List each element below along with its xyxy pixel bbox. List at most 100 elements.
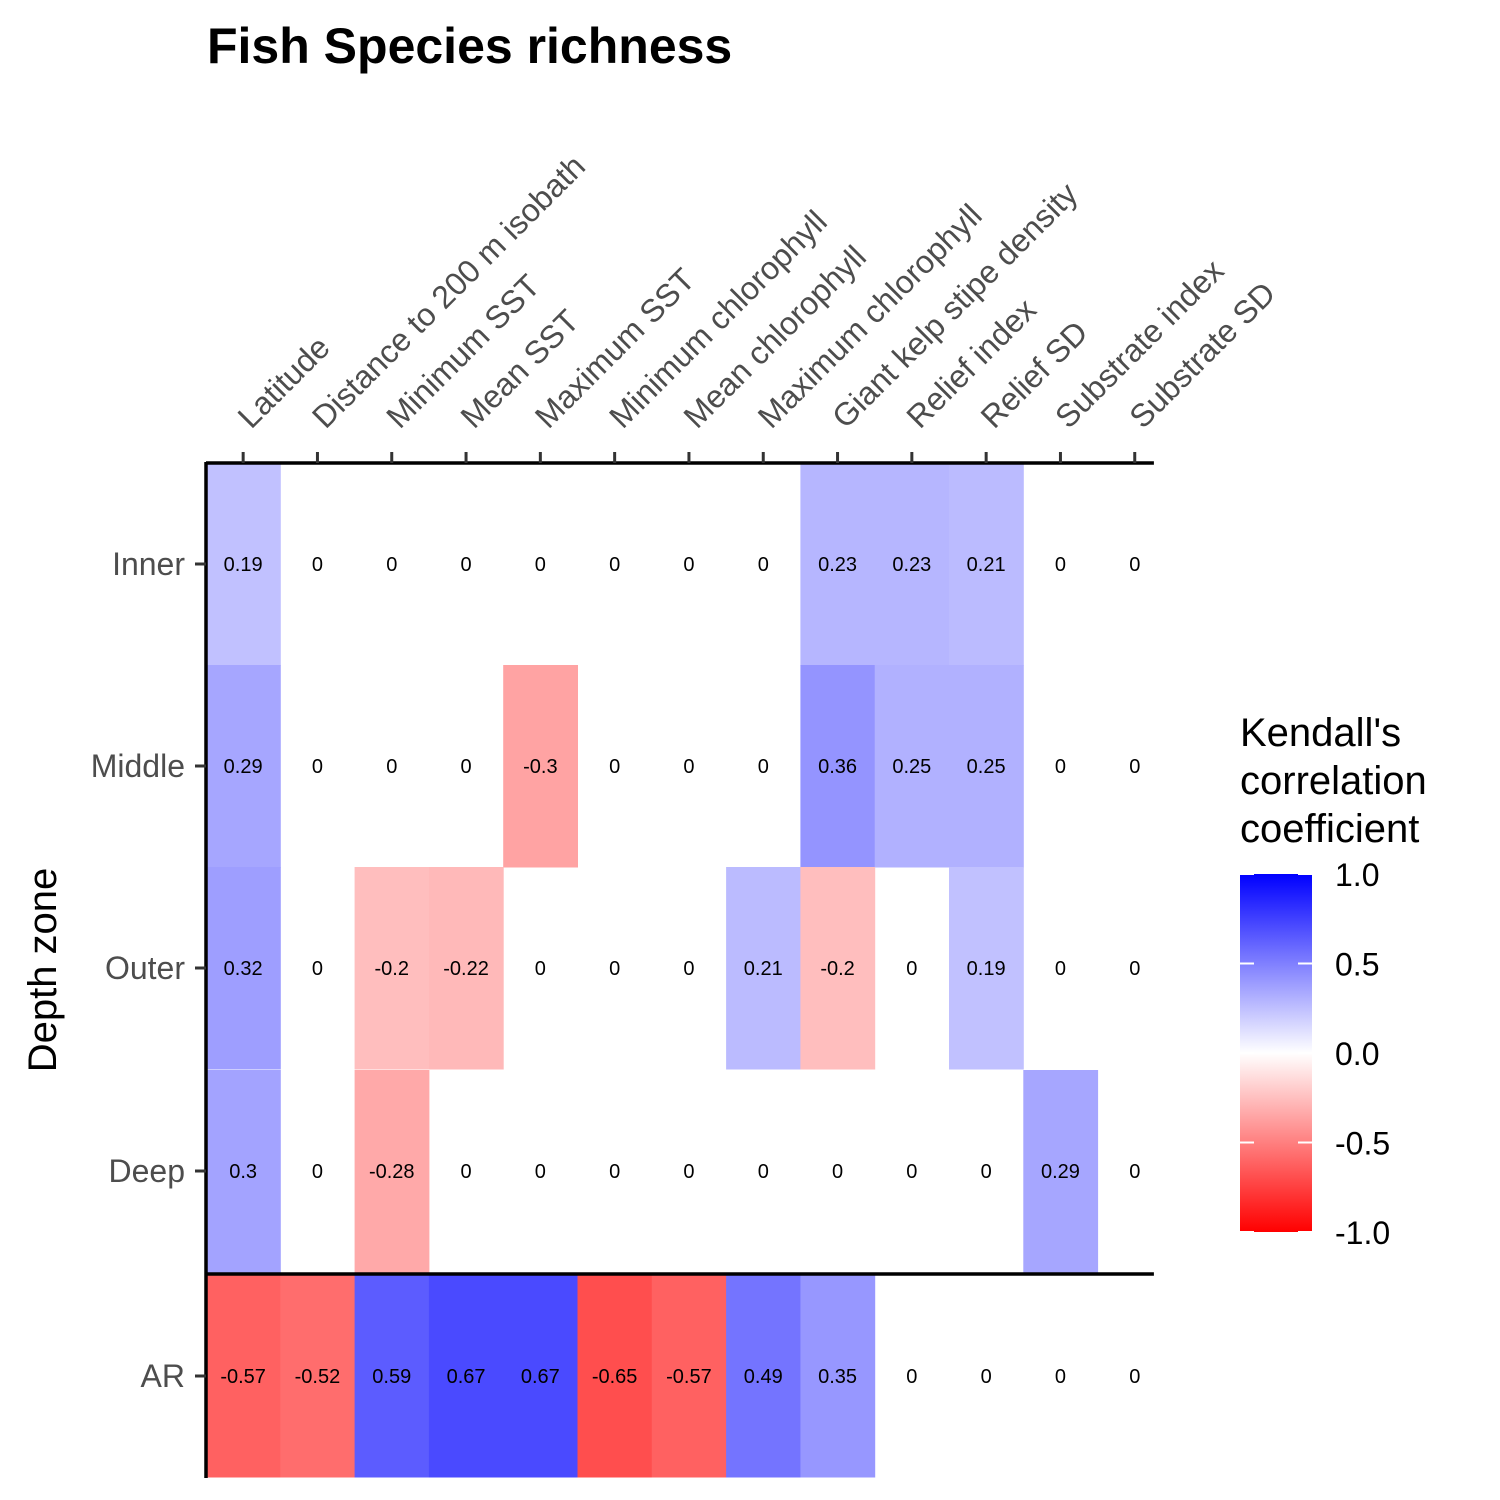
cell-value-label: 0 bbox=[312, 1161, 323, 1183]
cell-value-label: 0.19 bbox=[224, 554, 263, 576]
heatmap-cell bbox=[354, 1275, 430, 1478]
chart-title: Fish Species richness bbox=[207, 18, 732, 74]
heatmap-cell bbox=[206, 665, 281, 868]
heatmap-cell bbox=[428, 1275, 504, 1478]
cell-value-label: 0 bbox=[906, 1366, 917, 1388]
cell-value-label: 0 bbox=[609, 1161, 620, 1183]
cell-value-label: -0.52 bbox=[295, 1366, 341, 1388]
axes bbox=[195, 452, 1154, 1478]
heatmap-cell bbox=[949, 867, 1024, 1070]
heatmap-cell bbox=[800, 463, 876, 666]
cell-value-label: 0.21 bbox=[967, 554, 1006, 576]
cell-value-label: 0.21 bbox=[744, 958, 783, 980]
cell-value-label: 0 bbox=[906, 958, 917, 980]
cell-value-label: 0 bbox=[609, 958, 620, 980]
cell-value-label: 0 bbox=[832, 1161, 843, 1183]
heatmap-cell bbox=[503, 1275, 578, 1478]
cell-value-label: 0 bbox=[312, 756, 323, 778]
cell-value-label: 0 bbox=[758, 756, 769, 778]
cell-value-label: 0 bbox=[1129, 958, 1140, 980]
heatmap-cell bbox=[949, 665, 1024, 868]
legend-ticks: 1.0 0.5 0.0 -0.5 -1.0 bbox=[1240, 857, 1390, 1251]
heatmap-cell bbox=[354, 1070, 430, 1273]
cell-value-label: -0.57 bbox=[220, 1366, 266, 1388]
cell-value-label: 0 bbox=[535, 1161, 546, 1183]
row-labels: Inner Middle Outer Deep AR bbox=[91, 546, 186, 1394]
row-label: Deep bbox=[109, 1153, 186, 1189]
heatmap-cell bbox=[800, 1275, 876, 1478]
heatmap-cell bbox=[800, 665, 876, 868]
cell-value-label: 0.67 bbox=[447, 1366, 486, 1388]
cell-value-label: 0 bbox=[758, 1161, 769, 1183]
legend-title-line: Kendall's bbox=[1240, 711, 1401, 755]
cell-value-label: 0 bbox=[386, 756, 397, 778]
cell-value-label: 0 bbox=[1129, 554, 1140, 576]
cell-value-label: 0.25 bbox=[892, 756, 931, 778]
cell-value-label: 0.67 bbox=[521, 1366, 560, 1388]
heatmap-cell bbox=[874, 665, 950, 868]
cell-value-label: 0 bbox=[609, 554, 620, 576]
cell-value-label: 0 bbox=[460, 1161, 471, 1183]
cell-value-label: 0 bbox=[312, 554, 323, 576]
heatmap-cell bbox=[206, 463, 281, 666]
cell-value-label: 0 bbox=[683, 1161, 694, 1183]
heatmap-cell bbox=[206, 867, 281, 1070]
cell-value-label: 0 bbox=[1129, 756, 1140, 778]
cell-value-label: -0.2 bbox=[820, 958, 854, 980]
cell-value-label: 0 bbox=[460, 554, 471, 576]
cell-value-label: 0.29 bbox=[224, 756, 263, 778]
cell-value-label: 0 bbox=[683, 554, 694, 576]
heatmap-cell bbox=[280, 1275, 356, 1478]
cell-value-label: 0 bbox=[386, 554, 397, 576]
cell-value-label: 0 bbox=[758, 554, 769, 576]
cell-value-label: 0.36 bbox=[818, 756, 857, 778]
cell-value-label: 0.19 bbox=[967, 958, 1006, 980]
cell-value-label: -0.22 bbox=[443, 958, 489, 980]
cell-value-label: 0.49 bbox=[744, 1366, 783, 1388]
heatmap-cell bbox=[428, 867, 504, 1070]
heatmap-cell bbox=[1023, 1070, 1099, 1273]
cell-value-label: 0.23 bbox=[818, 554, 857, 576]
heatmap-cell bbox=[949, 463, 1024, 666]
cell-value-label: 0 bbox=[981, 1161, 992, 1183]
cell-value-label: 0 bbox=[1055, 958, 1066, 980]
cell-value-label: -0.28 bbox=[369, 1161, 415, 1183]
cell-value-label: -0.57 bbox=[666, 1366, 712, 1388]
cell-value-label: 0.25 bbox=[967, 756, 1006, 778]
legend-tick-label: 1.0 bbox=[1335, 857, 1379, 893]
heatmap-cell bbox=[354, 867, 430, 1070]
row-label: Inner bbox=[112, 546, 185, 582]
cell-value-label: 0.59 bbox=[372, 1366, 411, 1388]
heatmap-cell-labels: 0.19 0 0 0 0 0 0 0 0.23 0.23 0.21 0 0 0.29 0 0 0 -0.3 0 0 0 0… bbox=[220, 554, 1140, 1388]
cell-value-label: 0.35 bbox=[818, 1366, 857, 1388]
heatmap-cell bbox=[206, 1070, 281, 1273]
heatmap-cell bbox=[651, 1275, 727, 1478]
heatmap-cell bbox=[206, 1275, 281, 1478]
y-axis-title: Depth zone bbox=[21, 868, 65, 1073]
cell-value-label: -0.3 bbox=[523, 756, 557, 778]
row-label: Middle bbox=[91, 748, 185, 784]
legend-tick-label: 0.0 bbox=[1335, 1036, 1379, 1072]
cell-value-label: 0 bbox=[609, 756, 620, 778]
row-label: Outer bbox=[105, 950, 185, 986]
heatmap-cell bbox=[800, 867, 876, 1070]
cell-value-label: 0 bbox=[906, 1161, 917, 1183]
cell-value-label: 0 bbox=[981, 1366, 992, 1388]
cell-value-label: 0.3 bbox=[229, 1161, 257, 1183]
cell-value-label: 0 bbox=[1129, 1161, 1140, 1183]
legend-tick-label: -1.0 bbox=[1335, 1215, 1390, 1251]
legend-title-line: coefficient bbox=[1240, 807, 1419, 851]
legend-title-line: correlation bbox=[1240, 759, 1427, 803]
heatmap-cell bbox=[503, 665, 578, 868]
cell-value-label: 0 bbox=[683, 958, 694, 980]
row-label: AR bbox=[141, 1358, 185, 1394]
heatmap-cell bbox=[577, 1275, 653, 1478]
heatmap-cell bbox=[874, 463, 950, 666]
cell-value-label: 0 bbox=[460, 756, 471, 778]
cell-value-label: 0 bbox=[535, 554, 546, 576]
cell-value-label: 0.23 bbox=[892, 554, 931, 576]
